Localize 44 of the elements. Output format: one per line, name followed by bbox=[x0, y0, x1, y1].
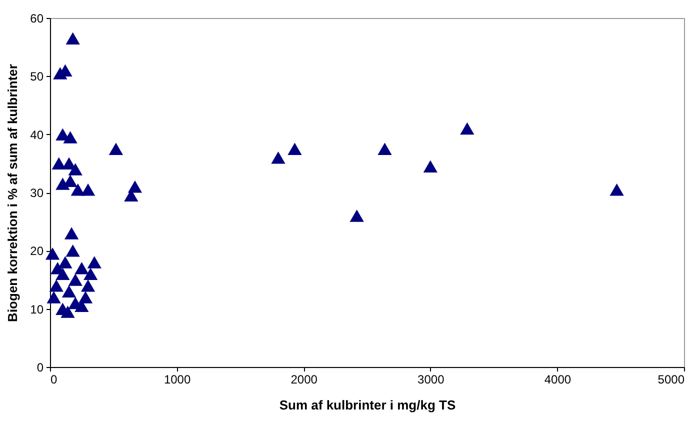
point bbox=[78, 291, 93, 304]
point bbox=[49, 279, 64, 292]
x-tick-label: 2000 bbox=[290, 372, 318, 386]
point bbox=[62, 285, 76, 298]
x-tick-label: 0 bbox=[50, 372, 58, 386]
point bbox=[460, 122, 474, 135]
y-axis-title: Biogen korrektion i % af sum af kulbrinter bbox=[5, 64, 20, 322]
point bbox=[70, 183, 85, 196]
y-tick-label: 0 bbox=[36, 360, 44, 374]
point bbox=[68, 274, 82, 286]
y-tick-label: 10 bbox=[30, 302, 44, 316]
point bbox=[610, 183, 624, 196]
y-tick-label: 20 bbox=[30, 244, 44, 258]
point bbox=[60, 306, 75, 318]
point bbox=[288, 142, 302, 155]
y-tick-label: 60 bbox=[30, 12, 44, 26]
point bbox=[74, 262, 89, 274]
point bbox=[58, 256, 72, 268]
y-tick-label: 40 bbox=[30, 128, 44, 142]
point bbox=[80, 279, 96, 292]
point bbox=[66, 32, 80, 44]
point bbox=[63, 131, 78, 144]
x-tick-label: 3000 bbox=[418, 372, 445, 386]
point bbox=[271, 151, 286, 164]
point bbox=[87, 256, 102, 268]
x-tick-label: 5000 bbox=[658, 372, 685, 386]
point bbox=[80, 183, 96, 196]
x-tick-label: 4000 bbox=[544, 372, 572, 386]
point bbox=[64, 227, 79, 240]
x-axis-title: Sum af kulbrinter i mg/kg TS bbox=[279, 398, 456, 412]
point bbox=[66, 244, 80, 257]
point bbox=[68, 163, 82, 176]
y-tick-label: 50 bbox=[30, 70, 44, 84]
point bbox=[350, 210, 364, 222]
y-tick-label: 30 bbox=[30, 186, 44, 200]
point bbox=[378, 142, 392, 155]
point bbox=[84, 268, 98, 280]
point bbox=[128, 180, 142, 193]
point bbox=[52, 157, 66, 170]
point bbox=[46, 291, 61, 304]
point bbox=[108, 142, 124, 155]
x-tick-label: 1000 bbox=[164, 372, 191, 386]
point bbox=[423, 160, 438, 172]
point bbox=[45, 247, 60, 260]
